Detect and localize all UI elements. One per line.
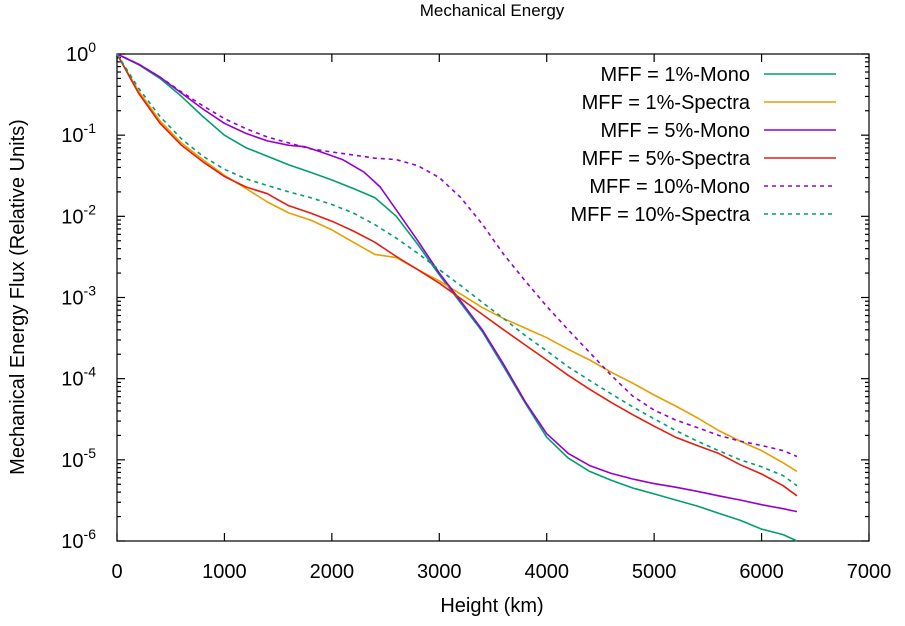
legend-label: MFF = 5%-Mono: [601, 120, 750, 142]
x-tick-label: 5000: [632, 561, 677, 583]
series-line-1: [116, 53, 798, 542]
y-tick-label: 10-4: [61, 364, 96, 391]
series-line-5: [116, 53, 798, 458]
y-tick-base: 10: [61, 369, 83, 391]
x-tick-label: 7000: [847, 561, 892, 583]
y-axis-label: Mechanical Energy Flux (Relative Units): [7, 119, 29, 475]
y-tick-base: 10: [66, 44, 88, 66]
y-tick-label: 10-5: [61, 445, 96, 472]
y-tick-exponent: -3: [84, 283, 97, 299]
series-line-3: [116, 53, 798, 513]
y-tick-label: 10-3: [61, 283, 96, 310]
y-tick-base: 10: [61, 125, 83, 147]
plot-frame: [116, 53, 870, 542]
y-tick-exponent: -5: [84, 445, 97, 461]
x-tick-label: 1000: [202, 561, 247, 583]
x-tick-label: 3000: [417, 561, 462, 583]
series-line-6: [116, 53, 798, 487]
y-tick-exponent: -1: [84, 120, 97, 136]
y-tick-base: 10: [61, 288, 83, 310]
y-tick-exponent: -6: [84, 526, 97, 542]
legend-label: MFF = 5%-Spectra: [582, 148, 751, 170]
y-tick-base: 10: [61, 531, 83, 553]
y-tick-label: 10-1: [61, 120, 96, 147]
legend-label: MFF = 10%-Spectra: [570, 204, 750, 226]
y-tick-base: 10: [61, 450, 83, 472]
y-tick-label: 10-2: [61, 201, 96, 228]
chart-title: Mechanical Energy: [420, 1, 565, 20]
series-line-4: [116, 53, 798, 497]
y-tick-exponent: -4: [84, 364, 97, 380]
x-axis: 0 1000 2000 3000 4000 5000 6000 7000: [111, 54, 891, 583]
series-line-2: [116, 53, 798, 473]
x-tick-label: 4000: [524, 561, 569, 583]
legend-label: MFF = 1%-Mono: [601, 64, 750, 86]
x-tick-label: 6000: [739, 561, 784, 583]
y-tick-exponent: -2: [84, 201, 97, 217]
legend-label: MFF = 1%-Spectra: [582, 92, 751, 114]
y-tick-base: 10: [61, 206, 83, 228]
legend: MFF = 1%-Mono MFF = 1%-Spectra MFF = 5%-Mo…: [570, 64, 836, 226]
x-tick-label: 0: [111, 561, 122, 583]
x-axis-label: Height (km): [440, 595, 543, 617]
y-tick-label: 10-6: [61, 526, 96, 553]
y-tick-label: 100: [66, 39, 96, 66]
y-tick-exponent: 0: [88, 39, 96, 55]
legend-label: MFF = 10%-Mono: [589, 176, 750, 198]
x-tick-label: 2000: [310, 561, 355, 583]
series-layer: [116, 53, 798, 542]
